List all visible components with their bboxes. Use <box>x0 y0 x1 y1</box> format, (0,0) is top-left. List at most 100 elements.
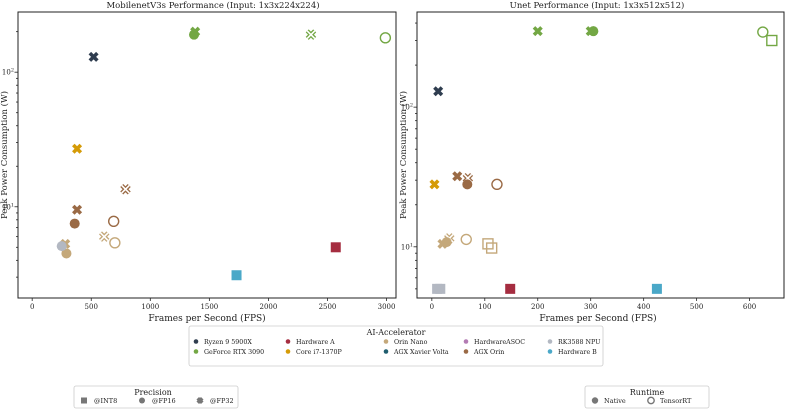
data-point-rtx3090 <box>379 32 392 44</box>
data-point-orin_nano <box>98 231 110 242</box>
data-point-orin_nano <box>441 237 452 248</box>
x-tick-label: 0 <box>30 303 34 311</box>
precision-label: @INT8 <box>94 397 117 405</box>
y-ticks: 101 102 <box>401 22 417 290</box>
chart-title: MobilenetV3s Performance (Input: 1x3x224… <box>106 0 319 11</box>
data-point-i7 <box>72 143 83 154</box>
accelerator-label: AGX Orin <box>473 349 504 356</box>
data-point-agx_orin <box>491 178 503 191</box>
accelerator-swatch <box>285 349 291 354</box>
precision-legend-items: @INT8 @FP16 @FP32 <box>81 396 234 405</box>
data-point-rtx3090 <box>766 34 778 47</box>
data-point-i7 <box>429 179 440 190</box>
data-point-hardware_a <box>505 283 516 294</box>
x-tick-label: 200 <box>531 303 544 311</box>
precision-swatch <box>139 397 145 404</box>
runtime-swatch <box>591 397 599 404</box>
y-axis-label: Peak Power Consumption (W) <box>0 91 10 219</box>
data-point-agx_orin <box>462 179 473 190</box>
chart-title: Unet Performance (Input: 1x3x512x512) <box>510 0 685 11</box>
data-point-ryzen <box>433 86 444 97</box>
runtime-legend-title: Runtime <box>630 388 665 397</box>
x-axis-label: Frames per Second (FPS) <box>539 313 656 324</box>
accelerator-label: RK3588 NPU <box>558 339 601 346</box>
x-tick-label: 1500 <box>200 303 218 311</box>
data-point-orin_nano <box>109 237 121 249</box>
data-point-hardware_b <box>651 283 662 294</box>
data-points <box>56 26 392 281</box>
accelerator-label: Hardware B <box>558 349 597 356</box>
accelerator-legend-title: AI-Accelerator <box>366 328 426 337</box>
data-point-agx_orin <box>107 215 120 227</box>
x-tick-label: 500 <box>690 303 703 311</box>
x-tick-label: 100 <box>478 303 491 311</box>
x-tick-label: 500 <box>85 303 98 311</box>
accelerator-swatch <box>547 349 553 354</box>
unet-chart: Unet Performance (Input: 1x3x512x512) 0 1… <box>398 0 785 324</box>
runtime-label: TensorRT <box>660 397 692 405</box>
mobilenet-chart: MobilenetV3s Performance (Input: 1x3x224… <box>0 0 397 324</box>
y-ticks: 101 102 <box>2 31 18 278</box>
runtime-swatch <box>647 396 655 405</box>
data-point-rtx3090 <box>189 29 200 40</box>
y-axis-label: Peak Power Consumption (W) <box>398 91 409 219</box>
x-axis-label: Frames per Second (FPS) <box>148 313 265 324</box>
x-tick-label: 0 <box>430 303 434 311</box>
data-points <box>429 26 778 294</box>
data-point-hardware_b <box>231 270 242 281</box>
x-tick-label: 3000 <box>378 303 396 311</box>
x-tick-label: 2500 <box>319 303 337 311</box>
x-tick-label: 300 <box>584 303 597 311</box>
x-ticks: 0 500 1000 1500 2000 2500 3000 <box>30 298 396 311</box>
plot-frame <box>416 11 785 299</box>
accelerator-label: Core i7-1370P <box>296 349 343 356</box>
precision-legend-box <box>73 385 239 409</box>
accelerator-swatch <box>285 339 291 344</box>
accelerator-legend-items: Ryzen 9 5900X GeForce RTX 3090 Hardware A C… <box>193 339 601 356</box>
y-tick-label: 101 <box>401 242 413 251</box>
data-point-hardware_a <box>330 242 341 253</box>
data-point-agx_orin <box>452 171 463 182</box>
precision-legend-title: Precision <box>134 388 172 397</box>
accelerator-swatch <box>383 349 389 354</box>
accelerator-swatch <box>383 339 389 344</box>
accelerator-label: Orin Nano <box>394 339 428 346</box>
precision-swatch <box>81 397 87 404</box>
data-point-rtx3090 <box>757 26 769 38</box>
x-tick-label: 2000 <box>260 303 278 311</box>
data-point-rtx3090 <box>305 29 317 40</box>
runtime-legend: Runtime Native TensorRT <box>584 385 710 409</box>
runtime-label: Native <box>604 397 626 405</box>
data-point-agx_orin <box>72 204 83 215</box>
y-tick-label: 101 <box>2 202 14 211</box>
accelerator-swatch <box>547 339 553 344</box>
precision-label: @FP16 <box>152 397 176 405</box>
runtime-legend-box <box>584 385 710 409</box>
plot-frame <box>17 11 397 299</box>
accelerator-swatch <box>463 339 469 344</box>
data-point-orin_nano <box>485 242 498 254</box>
data-point-agx_orin <box>69 218 80 229</box>
accelerator-label: AGX Xavier Volta <box>393 349 449 356</box>
accelerator-label: HardwareASOC <box>474 339 525 346</box>
accelerator-swatch <box>193 339 199 344</box>
y-tick-label: 102 <box>2 68 14 77</box>
data-point-rk3588_npu <box>56 241 67 252</box>
x-tick-label: 1000 <box>141 303 159 311</box>
data-point-rtx3090 <box>588 26 599 37</box>
data-point-orin_nano <box>460 233 472 246</box>
precision-label: @FP32 <box>210 397 234 405</box>
data-point-rk3588_npu <box>435 283 446 294</box>
x-tick-label: 400 <box>637 303 650 311</box>
accelerator-swatch <box>463 349 469 354</box>
accelerator-legend: AI-Accelerator Ryzen 9 5900X GeForce RTX … <box>188 325 604 367</box>
data-point-ryzen <box>88 51 99 62</box>
accelerator-legend-box <box>188 325 604 367</box>
accelerator-label: Ryzen 9 5900X <box>204 339 252 346</box>
precision-legend: Precision @INT8 @FP16 @FP32 <box>73 385 239 409</box>
accelerator-swatch <box>193 349 199 354</box>
data-point-orin_nano <box>482 238 494 250</box>
data-point-rtx3090 <box>532 26 543 37</box>
x-ticks: 0 100 200 300 400 500 600 <box>430 298 756 311</box>
